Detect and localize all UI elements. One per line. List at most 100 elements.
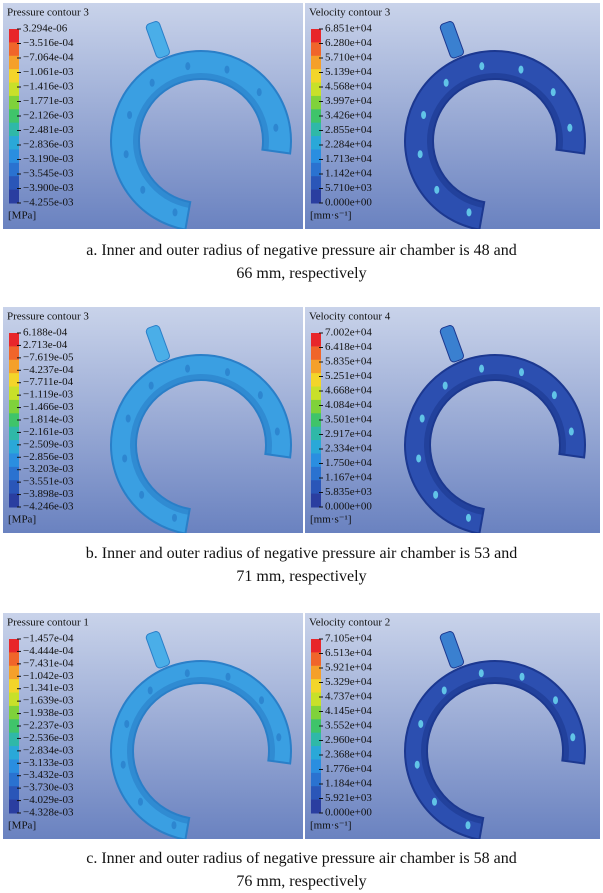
legend-label: −3.203e-03 xyxy=(23,463,74,475)
legend-label: 5.835e+03 xyxy=(325,486,372,498)
legend-label: −2.126e-03 xyxy=(23,110,74,122)
flow-spot xyxy=(569,428,574,436)
color-bar-segment xyxy=(311,69,321,83)
flow-spot xyxy=(465,821,470,829)
flow-spot xyxy=(421,111,426,119)
legend-label: −7.619e-05 xyxy=(23,351,74,363)
legend-label: 2.960e+04 xyxy=(325,734,372,746)
color-bar-segment xyxy=(311,400,321,414)
legend-label: −3.432e-03 xyxy=(23,769,74,781)
caption-line: c. Inner and outer radius of negative pr… xyxy=(0,848,603,870)
color-bar-segment xyxy=(311,639,321,653)
flow-spot xyxy=(418,150,423,158)
flow-spot xyxy=(124,720,129,728)
legend-label: 4.145e+04 xyxy=(325,705,372,717)
caption-line: a. Inner and outer radius of negative pr… xyxy=(0,240,603,262)
color-bar-segment xyxy=(9,163,19,177)
legend-label: −1.938e-03 xyxy=(23,707,74,719)
flow-spot xyxy=(185,669,190,677)
flow-spot xyxy=(434,186,439,194)
unit-label: [MPa] xyxy=(8,514,36,526)
legend-label: −3.730e-03 xyxy=(23,782,74,794)
color-bar-segment xyxy=(311,440,321,454)
flow-spot xyxy=(171,821,176,829)
panel-title: Velocity contour 4 xyxy=(309,311,391,323)
color-bar-segment xyxy=(311,759,321,773)
color-bar-segment xyxy=(9,83,19,97)
contour-panel: Pressure contour 36.188e-042.713e-04−7.6… xyxy=(3,307,303,533)
flow-spot xyxy=(433,491,438,499)
legend-label: 5.710e+03 xyxy=(325,182,372,194)
panel-title: Pressure contour 1 xyxy=(7,617,89,629)
color-bar-segment xyxy=(311,123,321,137)
page: {"figures": [ {"caption": ["a. Inner and… xyxy=(0,0,603,893)
flow-spot xyxy=(121,761,126,769)
flow-spot xyxy=(442,686,447,694)
color-bar-segment xyxy=(311,706,321,720)
color-bar-segment xyxy=(9,123,19,137)
unit-label: [mm·s⁻¹] xyxy=(310,210,352,222)
legend-label: 7.105e+04 xyxy=(325,633,372,645)
legend-label: −2.161e-03 xyxy=(23,426,74,438)
flow-spot xyxy=(173,208,178,216)
flow-spot xyxy=(138,798,143,806)
color-bar-segment xyxy=(311,679,321,693)
color-bar-segment xyxy=(311,149,321,163)
color-bar-segment xyxy=(9,333,19,347)
contour-panel: Velocity contour 36.851e+046.280e+045.71… xyxy=(305,3,600,229)
color-bar-segment xyxy=(9,42,19,56)
flow-spot xyxy=(551,88,556,96)
flow-spot xyxy=(553,696,558,704)
flow-spot xyxy=(418,720,423,728)
color-bar-segment xyxy=(9,29,19,43)
legend-label: 5.921e+03 xyxy=(325,792,372,804)
flow-spot xyxy=(432,798,437,806)
panel-title: Velocity contour 2 xyxy=(309,617,390,629)
legend-label: −3.545e-03 xyxy=(23,168,74,180)
legend-label: −1.771e-03 xyxy=(23,95,74,107)
flow-spot xyxy=(127,111,132,119)
color-bar-segment xyxy=(311,96,321,110)
flow-spot xyxy=(479,62,484,70)
legend-label: 0.000e+00 xyxy=(325,501,372,513)
legend-label: 1.184e+04 xyxy=(325,778,372,790)
legend-label: −3.190e-03 xyxy=(23,153,74,165)
flow-spot xyxy=(185,365,190,373)
unit-label: [MPa] xyxy=(8,210,36,222)
flow-spot xyxy=(273,124,278,132)
legend-label: −1.042e-03 xyxy=(23,670,74,682)
caption-line: 66 mm, respectively xyxy=(0,263,603,285)
legend-label: −3.133e-03 xyxy=(23,757,74,769)
flow-spot xyxy=(467,208,472,216)
legend-label: −2.481e-03 xyxy=(23,124,74,136)
legend-label: 2.917e+04 xyxy=(325,428,372,440)
legend-label: 2.368e+04 xyxy=(325,749,372,761)
legend-label: 6.280e+04 xyxy=(325,37,372,49)
color-bar-segment xyxy=(311,83,321,97)
color-bar-segment xyxy=(9,693,19,707)
color-bar-segment xyxy=(9,467,19,481)
flow-spot xyxy=(443,382,448,390)
legend-label: 5.329e+04 xyxy=(325,676,372,688)
contour-panel: Velocity contour 27.105e+046.513e+045.92… xyxy=(305,613,600,839)
legend-label: 4.737e+04 xyxy=(325,691,372,703)
color-bar-segment xyxy=(311,773,321,787)
legend-label: −4.237e-04 xyxy=(23,364,74,376)
color-bar-segment xyxy=(311,42,321,56)
legend-label: 2.855e+04 xyxy=(325,124,372,136)
legend-label: 4.568e+04 xyxy=(325,81,372,93)
color-bar-segment xyxy=(9,190,19,204)
legend-label: −4.246e-03 xyxy=(23,501,74,513)
legend-label: 3.426e+04 xyxy=(325,110,372,122)
color-bar-segment xyxy=(9,746,19,760)
flow-spot xyxy=(519,368,524,376)
unit-label: [MPa] xyxy=(8,820,36,832)
legend-label: −2.536e-03 xyxy=(23,732,74,744)
flow-spot xyxy=(224,66,229,74)
legend-label: −2.834e-03 xyxy=(23,744,74,756)
color-bar-segment xyxy=(311,136,321,150)
legend-label: 1.713e+04 xyxy=(325,153,372,165)
legend-label: 1.750e+04 xyxy=(325,457,372,469)
flow-spot xyxy=(479,669,484,677)
color-bar-segment xyxy=(9,440,19,454)
